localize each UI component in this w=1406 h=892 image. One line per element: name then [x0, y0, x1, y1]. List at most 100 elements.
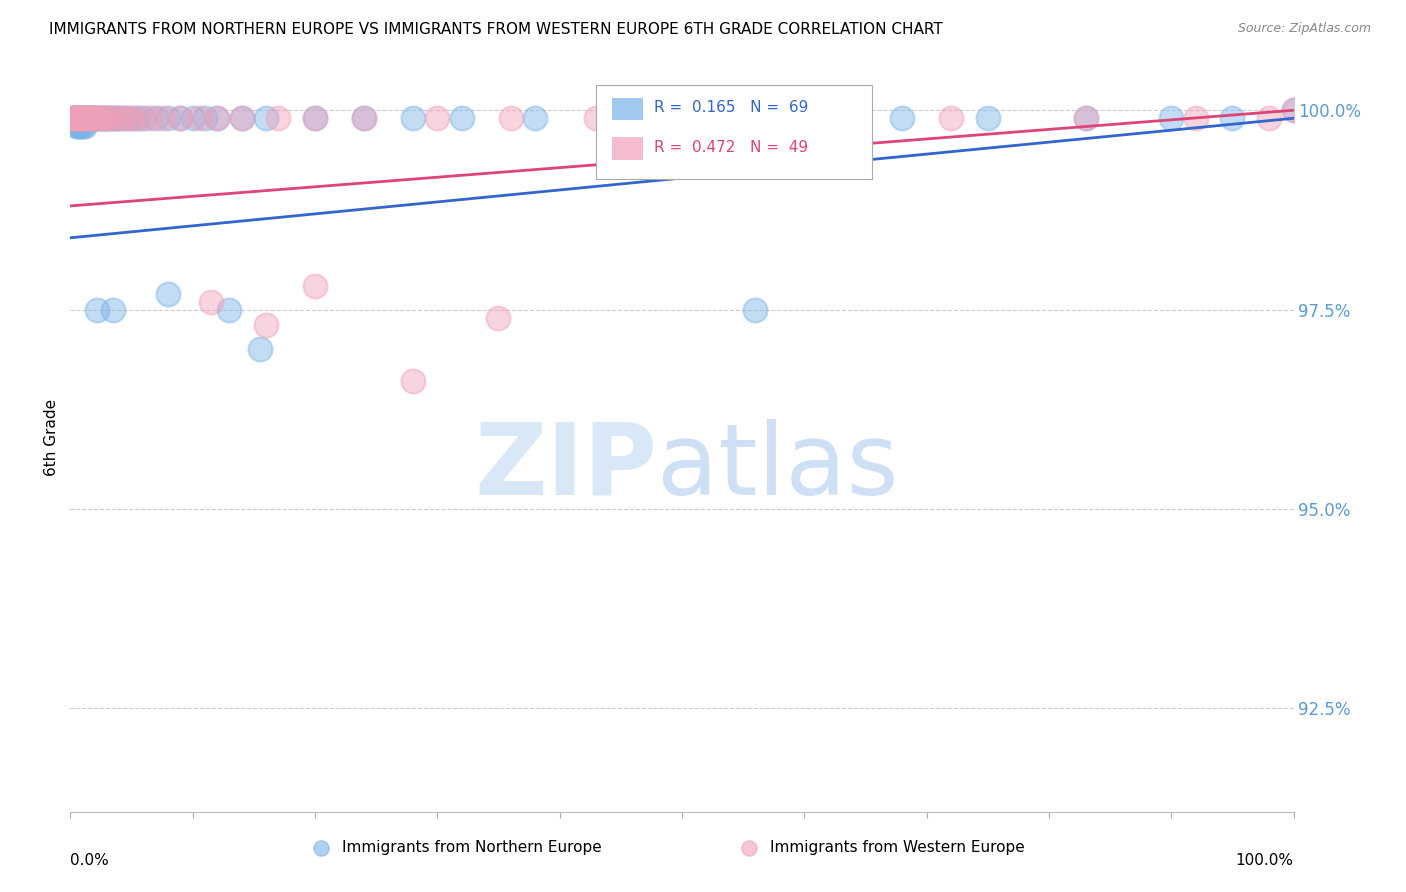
- Point: [499, 112, 522, 126]
- Point: [1074, 112, 1097, 126]
- Y-axis label: 6th Grade: 6th Grade: [44, 399, 59, 475]
- Point: [65, 119, 87, 133]
- Point: [585, 112, 607, 126]
- Point: [127, 112, 149, 126]
- Point: [82, 112, 104, 126]
- Point: [108, 112, 131, 126]
- Point: [127, 112, 149, 126]
- Point: [891, 112, 914, 126]
- Point: [231, 112, 253, 126]
- Point: [69, 112, 91, 126]
- Point: [101, 302, 124, 317]
- Point: [145, 112, 167, 126]
- Point: [93, 112, 115, 126]
- Point: [86, 302, 108, 317]
- Point: [73, 112, 96, 126]
- Point: [77, 112, 100, 126]
- Point: [695, 112, 717, 126]
- Point: [1160, 112, 1182, 126]
- Point: [939, 112, 962, 126]
- Point: [82, 112, 104, 126]
- Point: [231, 112, 253, 126]
- Point: [218, 302, 240, 317]
- Point: [79, 112, 101, 126]
- Point: [93, 112, 115, 126]
- Point: [105, 112, 128, 126]
- Point: [304, 112, 326, 126]
- Point: [79, 112, 101, 126]
- Point: [304, 112, 326, 126]
- Point: [77, 112, 100, 126]
- Point: [73, 119, 96, 133]
- Point: [101, 112, 124, 126]
- Point: [65, 112, 87, 126]
- Text: R =  0.472   N =  49: R = 0.472 N = 49: [654, 140, 808, 154]
- Point: [793, 112, 815, 126]
- Point: [402, 374, 425, 388]
- Point: [66, 119, 89, 133]
- Point: [96, 112, 118, 126]
- Point: [254, 318, 277, 333]
- Point: [70, 112, 93, 126]
- Point: [87, 112, 110, 126]
- Point: [70, 112, 93, 126]
- Point: [90, 112, 112, 126]
- Point: [181, 112, 204, 126]
- Text: 100.0%: 100.0%: [1236, 853, 1294, 868]
- Point: [62, 112, 84, 126]
- Point: [101, 112, 124, 126]
- Point: [96, 112, 118, 126]
- Point: [90, 112, 112, 126]
- Point: [132, 112, 155, 126]
- Point: [169, 112, 191, 126]
- Point: [254, 112, 277, 126]
- Text: ZIP: ZIP: [475, 418, 658, 516]
- Point: [72, 112, 94, 126]
- Point: [205, 112, 228, 126]
- Point: [150, 112, 173, 126]
- Point: [69, 119, 91, 133]
- Point: [72, 112, 94, 126]
- Point: [353, 112, 375, 126]
- Point: [304, 278, 326, 293]
- Point: [402, 112, 425, 126]
- Point: [67, 112, 90, 126]
- Point: [72, 119, 94, 133]
- Point: [86, 112, 108, 126]
- Point: [1282, 103, 1305, 118]
- Point: [1184, 112, 1206, 126]
- Point: [75, 112, 97, 126]
- Point: [598, 112, 620, 126]
- Point: [1220, 112, 1243, 126]
- Point: [82, 112, 104, 126]
- Text: R =  0.165   N =  69: R = 0.165 N = 69: [654, 100, 808, 115]
- Bar: [612, 97, 643, 120]
- Point: [157, 112, 180, 126]
- Point: [194, 112, 217, 126]
- Point: [488, 310, 510, 325]
- Text: Source: ZipAtlas.com: Source: ZipAtlas.com: [1237, 22, 1371, 36]
- Point: [187, 112, 209, 126]
- Point: [744, 302, 766, 317]
- Text: IMMIGRANTS FROM NORTHERN EUROPE VS IMMIGRANTS FROM WESTERN EUROPE 6TH GRADE CORR: IMMIGRANTS FROM NORTHERN EUROPE VS IMMIG…: [49, 22, 943, 37]
- Point: [66, 112, 89, 126]
- Text: 0.0%: 0.0%: [70, 853, 110, 868]
- Point: [121, 112, 143, 126]
- Point: [63, 112, 86, 126]
- Point: [63, 112, 86, 126]
- Point: [62, 112, 84, 126]
- Point: [77, 112, 100, 126]
- Point: [73, 112, 96, 126]
- Point: [69, 112, 91, 126]
- Point: [91, 112, 114, 126]
- Point: [169, 112, 191, 126]
- Point: [63, 112, 86, 126]
- Point: [683, 112, 706, 126]
- Text: Immigrants from Northern Europe: Immigrants from Northern Europe: [342, 840, 602, 855]
- Point: [73, 112, 96, 126]
- Point: [793, 112, 815, 126]
- Point: [83, 112, 105, 126]
- Point: [267, 112, 290, 126]
- Point: [976, 112, 998, 126]
- FancyBboxPatch shape: [596, 85, 872, 178]
